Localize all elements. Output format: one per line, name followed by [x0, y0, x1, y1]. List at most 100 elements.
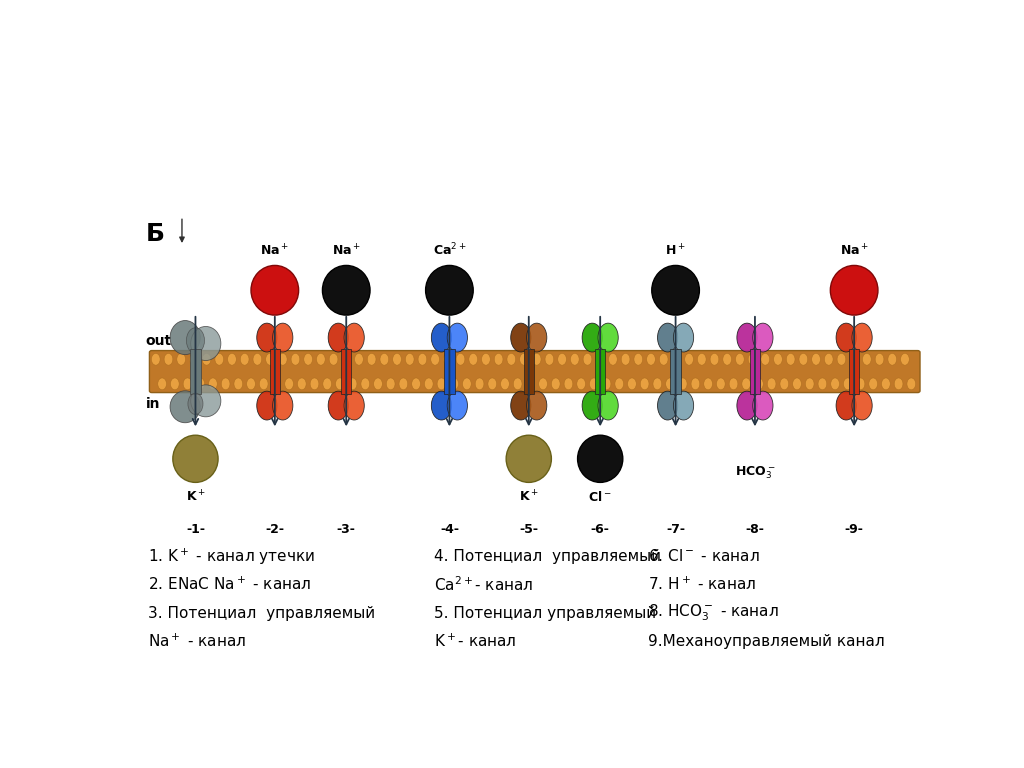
Ellipse shape: [368, 353, 376, 366]
Ellipse shape: [532, 353, 541, 366]
Ellipse shape: [257, 391, 278, 420]
Ellipse shape: [723, 353, 731, 366]
Ellipse shape: [259, 378, 268, 390]
Text: Б: Б: [145, 222, 165, 246]
Ellipse shape: [598, 323, 618, 352]
Text: Ca$^{2+}$: Ca$^{2+}$: [433, 242, 466, 258]
Ellipse shape: [481, 353, 490, 366]
Text: HCO$_3^-$: HCO$_3^-$: [734, 465, 775, 482]
Bar: [190, 349, 201, 394]
Ellipse shape: [558, 353, 566, 366]
Ellipse shape: [767, 378, 776, 390]
Ellipse shape: [786, 353, 795, 366]
Ellipse shape: [329, 353, 338, 366]
Ellipse shape: [882, 378, 890, 390]
Ellipse shape: [316, 353, 326, 366]
Ellipse shape: [812, 353, 820, 366]
Text: K$^+$: K$^+$: [519, 489, 539, 505]
Ellipse shape: [717, 378, 725, 390]
Ellipse shape: [651, 266, 699, 315]
Ellipse shape: [164, 353, 173, 366]
Ellipse shape: [570, 353, 580, 366]
Text: -7-: -7-: [666, 523, 685, 536]
Ellipse shape: [672, 353, 681, 366]
Text: 9.Механоуправляемый канал: 9.Механоуправляемый канал: [648, 634, 885, 649]
Ellipse shape: [257, 323, 278, 352]
Ellipse shape: [539, 378, 548, 390]
Ellipse shape: [761, 353, 770, 366]
Ellipse shape: [710, 353, 719, 366]
Ellipse shape: [862, 353, 871, 366]
Ellipse shape: [251, 266, 299, 315]
Ellipse shape: [830, 266, 878, 315]
Ellipse shape: [844, 378, 852, 390]
Ellipse shape: [741, 378, 751, 390]
Text: 7. H$^+$ - канал: 7. H$^+$ - канал: [648, 576, 756, 594]
Ellipse shape: [297, 378, 306, 390]
Text: -5-: -5-: [519, 523, 539, 536]
Text: -9-: -9-: [845, 523, 863, 536]
Ellipse shape: [291, 353, 300, 366]
Ellipse shape: [737, 391, 757, 420]
Ellipse shape: [507, 353, 516, 366]
Ellipse shape: [170, 320, 201, 355]
Ellipse shape: [674, 391, 693, 420]
Ellipse shape: [188, 393, 203, 415]
Text: in: in: [145, 397, 160, 411]
Ellipse shape: [824, 353, 834, 366]
Ellipse shape: [598, 391, 618, 420]
Ellipse shape: [328, 323, 348, 352]
Ellipse shape: [431, 323, 452, 352]
Ellipse shape: [564, 378, 572, 390]
Ellipse shape: [310, 378, 318, 390]
Ellipse shape: [412, 378, 421, 390]
Text: Na$^+$ - канал: Na$^+$ - канал: [147, 633, 246, 650]
Ellipse shape: [233, 378, 243, 390]
Ellipse shape: [173, 435, 218, 482]
Bar: [444, 349, 455, 394]
Ellipse shape: [614, 378, 624, 390]
Ellipse shape: [406, 353, 414, 366]
Ellipse shape: [272, 323, 293, 352]
Ellipse shape: [392, 353, 401, 366]
Ellipse shape: [152, 353, 160, 366]
Text: 8. HCO$_3^-$ - канал: 8. HCO$_3^-$ - канал: [648, 603, 778, 624]
Ellipse shape: [685, 353, 693, 366]
Ellipse shape: [659, 353, 668, 366]
Ellipse shape: [657, 391, 678, 420]
Text: out: out: [145, 333, 172, 348]
Ellipse shape: [215, 353, 223, 366]
Ellipse shape: [818, 378, 826, 390]
Text: K$^+$- канал: K$^+$- канал: [433, 633, 516, 650]
Bar: [341, 349, 351, 394]
Ellipse shape: [431, 353, 439, 366]
Ellipse shape: [799, 353, 808, 366]
Ellipse shape: [830, 378, 840, 390]
Ellipse shape: [780, 378, 788, 390]
Ellipse shape: [703, 378, 713, 390]
Text: -8-: -8-: [745, 523, 764, 536]
Ellipse shape: [657, 323, 678, 352]
Ellipse shape: [418, 353, 427, 366]
Text: K$^+$: K$^+$: [185, 489, 206, 505]
Ellipse shape: [443, 353, 453, 366]
Ellipse shape: [674, 323, 693, 352]
Ellipse shape: [285, 378, 294, 390]
Ellipse shape: [189, 353, 199, 366]
Ellipse shape: [354, 353, 364, 366]
Ellipse shape: [755, 378, 763, 390]
Ellipse shape: [447, 323, 468, 352]
Ellipse shape: [526, 378, 535, 390]
Ellipse shape: [773, 353, 782, 366]
Ellipse shape: [900, 353, 909, 366]
Ellipse shape: [836, 323, 856, 352]
Ellipse shape: [463, 378, 471, 390]
Bar: [269, 349, 280, 394]
Ellipse shape: [323, 378, 332, 390]
Ellipse shape: [170, 378, 179, 390]
Ellipse shape: [247, 378, 255, 390]
Ellipse shape: [450, 378, 459, 390]
Ellipse shape: [888, 353, 897, 366]
Ellipse shape: [753, 391, 773, 420]
Ellipse shape: [646, 353, 655, 366]
